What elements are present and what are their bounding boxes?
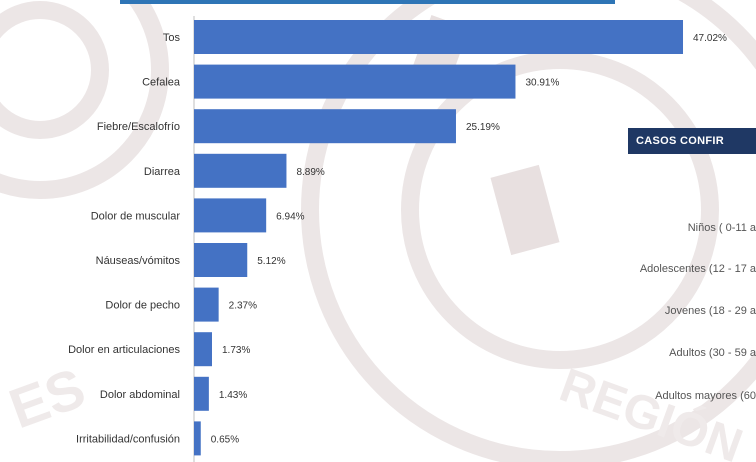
data-label: 1.43% xyxy=(219,390,247,401)
bar xyxy=(194,243,248,277)
category-label: Náuseas/vómitos xyxy=(96,255,181,267)
data-label: 30.91% xyxy=(525,78,559,89)
bar xyxy=(194,332,212,367)
category-label: Dolor de pecho xyxy=(105,300,180,312)
bar xyxy=(194,64,516,99)
bar xyxy=(194,376,209,411)
top-accent-bar xyxy=(120,0,615,4)
bar xyxy=(194,287,219,322)
category-label: Dolor en articulaciones xyxy=(68,344,180,356)
bar xyxy=(194,198,267,233)
category-label: Cefalea xyxy=(142,77,181,89)
data-label: 2.37% xyxy=(229,301,257,312)
bar xyxy=(194,421,201,456)
category-label: Tos xyxy=(163,32,181,44)
data-label: 0.65% xyxy=(211,434,239,445)
data-label: 47.02% xyxy=(693,33,727,44)
bar xyxy=(194,20,684,54)
data-label: 5.12% xyxy=(257,256,285,267)
data-label: 1.73% xyxy=(222,345,250,356)
category-label: Fiebre/Escalofrío xyxy=(97,121,180,133)
data-label: 25.19% xyxy=(466,122,500,133)
bar xyxy=(194,153,287,188)
category-label: Dolor abdominal xyxy=(100,389,180,401)
data-label: 6.94% xyxy=(276,211,304,222)
category-label: Dolor de muscular xyxy=(91,210,181,222)
data-label: 8.89% xyxy=(296,167,324,178)
category-label: Irritabilidad/confusión xyxy=(76,433,180,445)
bar xyxy=(194,109,456,144)
category-label: Diarrea xyxy=(144,166,181,178)
